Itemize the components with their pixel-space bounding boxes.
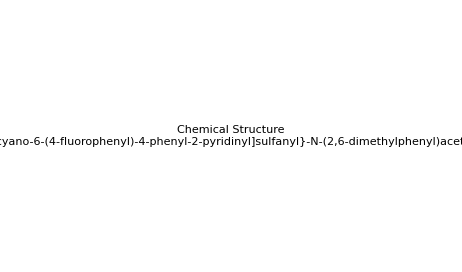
Text: Chemical Structure
2-{[3-cyano-6-(4-fluorophenyl)-4-phenyl-2-pyridinyl]sulfanyl}: Chemical Structure 2-{[3-cyano-6-(4-fluo… [0,125,462,147]
